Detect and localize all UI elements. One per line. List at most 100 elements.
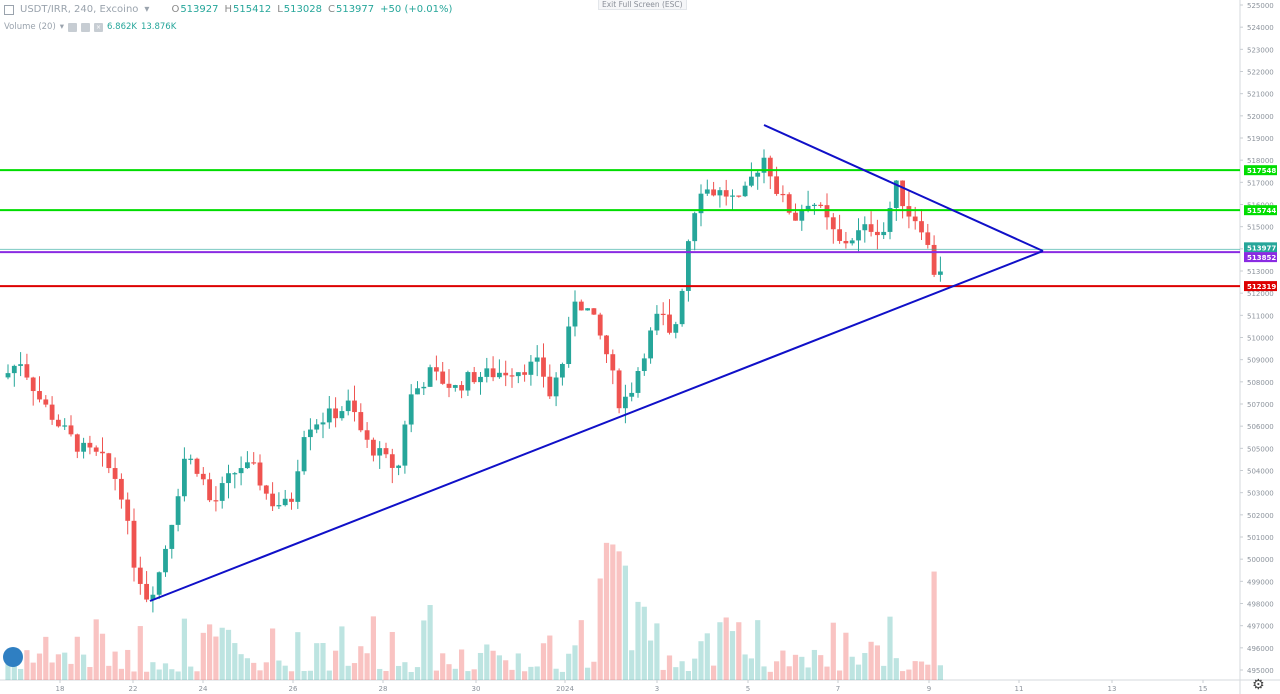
- volume-bar: [232, 643, 238, 680]
- price-label-box: [1244, 165, 1277, 176]
- candle-body: [799, 210, 805, 221]
- volume-bar: [723, 617, 729, 680]
- volume-bar: [477, 652, 484, 680]
- candle-body: [786, 194, 792, 213]
- volume-bar: [112, 651, 118, 680]
- candle-body: [245, 462, 250, 469]
- volume-bar: [36, 653, 43, 680]
- volume-bar: [528, 666, 534, 680]
- candle-body: [849, 240, 855, 244]
- y-tick-label: 515000: [1247, 224, 1274, 232]
- volume-bar: [402, 662, 408, 680]
- volume-bar: [553, 668, 559, 680]
- chevron-down-icon[interactable]: ▾: [144, 4, 150, 15]
- candle-body: [717, 190, 723, 196]
- gear-icon[interactable]: ⚙: [1252, 677, 1265, 693]
- candle-body: [156, 572, 162, 595]
- volume-bar: [490, 650, 496, 680]
- volume-bar: [635, 601, 641, 680]
- volume-bar: [118, 668, 124, 680]
- candle-body: [749, 176, 754, 186]
- open-value: 513927: [180, 4, 219, 15]
- volume-bar: [742, 654, 748, 680]
- candle-body: [478, 376, 483, 383]
- tradingview-cloud-icon[interactable]: [3, 647, 23, 667]
- candle-body: [604, 335, 609, 355]
- exit-fullscreen-button[interactable]: Exit Full Screen (ESC): [598, 0, 687, 10]
- candle-body: [389, 454, 395, 468]
- eye-icon[interactable]: [68, 22, 78, 32]
- candle-body: [641, 358, 647, 372]
- symbol-legend: USDT/IRR, 240, Excoino ▾ O513927 H515412…: [4, 4, 452, 15]
- price-label-box: [1244, 205, 1277, 216]
- candle-body: [150, 594, 156, 600]
- volume-bar: [270, 628, 276, 680]
- candle-body: [295, 471, 301, 502]
- x-tick-label: 13: [1108, 685, 1117, 693]
- candle-body: [11, 365, 17, 374]
- volume-bar: [169, 669, 175, 680]
- candle-body: [912, 216, 918, 222]
- candle-body: [887, 207, 893, 232]
- candle-body: [541, 357, 546, 377]
- candle-body: [232, 473, 238, 475]
- candle-body: [74, 434, 80, 452]
- volume-bar: [194, 671, 200, 680]
- volume-bar: [49, 662, 55, 680]
- volume-bar: [351, 663, 358, 680]
- y-tick-label: 508000: [1247, 379, 1274, 387]
- candle-body: [282, 498, 288, 506]
- volume-bar: [559, 671, 565, 680]
- candle-body: [263, 485, 269, 494]
- volume-label[interactable]: Volume (20): [4, 22, 56, 32]
- collapse-icon[interactable]: [4, 4, 14, 15]
- candle-body: [679, 290, 685, 325]
- y-tick-label: 500000: [1247, 556, 1274, 564]
- volume-bar: [471, 669, 477, 680]
- volume-bar: [666, 655, 673, 680]
- symbol-name[interactable]: USDT/IRR, 240, Excoino: [20, 4, 139, 15]
- volume-bar: [74, 636, 80, 680]
- candle-body: [276, 505, 282, 507]
- x-tick-label: 22: [129, 685, 138, 693]
- candle-body: [648, 330, 653, 359]
- close-icon[interactable]: ×: [94, 22, 104, 32]
- volume-bar: [24, 650, 30, 680]
- volume-bar: [837, 670, 843, 680]
- candle-body: [434, 367, 439, 372]
- candle-body: [547, 376, 553, 397]
- volume-bar: [156, 669, 162, 680]
- y-tick-label: 504000: [1247, 468, 1274, 476]
- volume-bar: [244, 658, 250, 680]
- candle-body: [415, 388, 420, 395]
- x-tick-label: 15: [1199, 685, 1208, 693]
- volume-bar: [692, 658, 698, 680]
- settings-icon[interactable]: [81, 22, 91, 32]
- volume-bar: [893, 658, 899, 680]
- chevron-down-icon[interactable]: ▾: [59, 22, 65, 32]
- candle-body: [119, 478, 124, 500]
- y-tick-label: 525000: [1247, 2, 1274, 10]
- candle-body: [471, 372, 477, 383]
- candle-body: [654, 313, 660, 331]
- candle-body: [106, 453, 112, 469]
- candle-body: [188, 458, 194, 460]
- candle-body: [207, 479, 212, 501]
- candle-body: [534, 357, 540, 362]
- candle-body: [219, 483, 225, 501]
- candle-body: [345, 400, 351, 412]
- volume-bar: [566, 653, 572, 680]
- candle-body: [490, 368, 496, 378]
- y-tick-label: 506000: [1247, 423, 1274, 431]
- volume-bar: [755, 620, 761, 680]
- volume-bar: [849, 656, 855, 680]
- volume-bar: [597, 578, 603, 680]
- candle-body: [723, 190, 729, 197]
- volume-bar: [93, 619, 99, 680]
- candle-body: [925, 232, 931, 245]
- candle-body: [270, 493, 275, 507]
- volume-bar: [925, 664, 931, 680]
- volume-bar: [900, 671, 906, 680]
- candle-body: [931, 244, 937, 275]
